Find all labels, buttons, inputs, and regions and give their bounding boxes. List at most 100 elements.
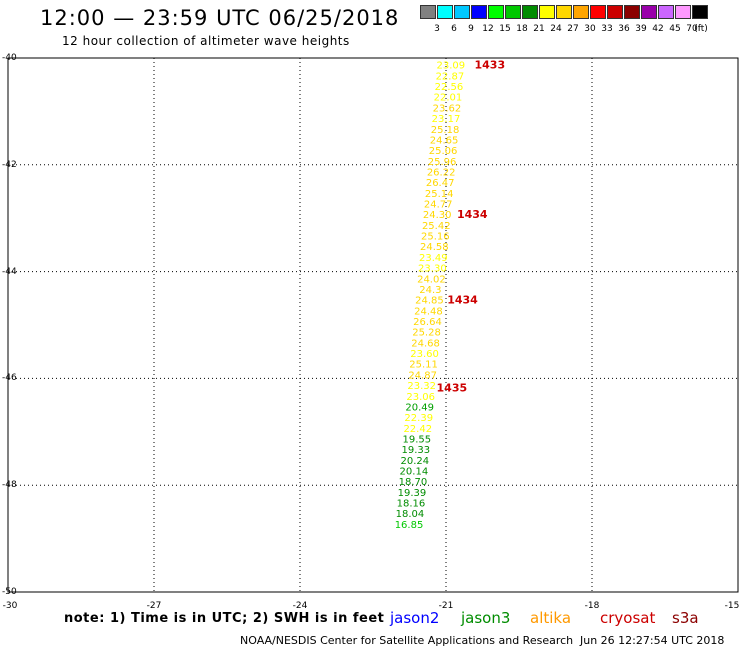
wave-height-value: 20.14 bbox=[400, 467, 429, 478]
pass-time-label: 1433 bbox=[474, 59, 505, 72]
legend-swatch bbox=[420, 5, 436, 19]
latitude-tick-label: -42 bbox=[2, 159, 17, 170]
legend-swatch bbox=[454, 5, 470, 19]
credit-text: NOAA/NESDIS Center for Satellite Applica… bbox=[240, 634, 574, 647]
longitude-tick-label: -30 bbox=[2, 601, 18, 611]
wave-height-value: 26.64 bbox=[413, 317, 442, 328]
legend-bin-label: 42 bbox=[652, 24, 664, 34]
legend-bin-label: 36 bbox=[618, 24, 630, 34]
longitude-tick-label: -21 bbox=[438, 601, 454, 611]
legend-swatch bbox=[675, 5, 691, 19]
legend-swatch bbox=[437, 5, 453, 19]
legend-bin-label: 3 bbox=[434, 24, 440, 34]
legend-bin-label: 9 bbox=[468, 24, 474, 34]
wave-height-value: 22.56 bbox=[435, 82, 464, 93]
legend-bin-label: 27 bbox=[567, 24, 579, 34]
pass-time-label: 1435 bbox=[437, 382, 468, 395]
wave-height-value: 23.32 bbox=[407, 381, 436, 392]
latitude-tick-label: -50 bbox=[2, 587, 17, 597]
wave-height-value: 23.17 bbox=[432, 114, 461, 125]
wave-height-value: 22.01 bbox=[434, 93, 463, 104]
wave-height-value: 23.49 bbox=[419, 253, 448, 264]
latitude-tick-label: -46 bbox=[2, 373, 17, 384]
legend-unit-label: (ft) bbox=[694, 24, 708, 34]
wave-height-value: 23.60 bbox=[410, 349, 439, 360]
wave-height-value: 23.30 bbox=[418, 264, 447, 275]
wave-height-value: 25.11 bbox=[409, 360, 438, 371]
wave-height-value: 24.3 bbox=[419, 285, 441, 296]
legend-bin-label: 21 bbox=[533, 24, 545, 34]
wave-height-value: 25.14 bbox=[425, 189, 454, 200]
latitude-tick-label: -48 bbox=[2, 480, 17, 491]
latitude-tick-label: -44 bbox=[2, 266, 17, 277]
wave-height-value: 22.42 bbox=[403, 424, 432, 435]
wave-height-value: 25.18 bbox=[431, 125, 460, 136]
wave-height-value: 16.85 bbox=[395, 520, 424, 531]
legend-bin-label: 33 bbox=[601, 24, 613, 34]
legend-swatch bbox=[641, 5, 657, 19]
latitude-tick-label: -40 bbox=[2, 53, 17, 63]
legend-swatch bbox=[505, 5, 521, 19]
wave-height-value: 18.04 bbox=[396, 509, 425, 520]
satellite-label-jason2: jason2 bbox=[390, 609, 440, 627]
wave-height-value: 23.06 bbox=[406, 392, 435, 403]
wave-height-value: 18.70 bbox=[399, 477, 428, 488]
wave-height-value: 24.30 bbox=[423, 210, 452, 221]
wave-height-value: 25.06 bbox=[429, 146, 458, 157]
longitude-tick-label: -18 bbox=[584, 601, 600, 611]
legend-swatch bbox=[488, 5, 504, 19]
legend-bin-label: 18 bbox=[516, 24, 528, 34]
wave-height-value: 24.65 bbox=[430, 135, 459, 146]
wave-height-value: 25.42 bbox=[422, 221, 451, 232]
legend-swatch bbox=[692, 5, 708, 19]
legend-bin-label: 39 bbox=[635, 24, 647, 34]
satellite-label-cryosat: cryosat bbox=[600, 609, 656, 627]
wave-height-value: 24.02 bbox=[417, 274, 446, 285]
wave-height-value: 24.77 bbox=[424, 200, 453, 211]
legend-bin-label: 15 bbox=[499, 24, 511, 34]
legend-bin-label: 12 bbox=[482, 24, 494, 34]
wave-height-value: 24.68 bbox=[411, 338, 440, 349]
wave-height-value: 26.47 bbox=[426, 178, 455, 189]
legend-swatch bbox=[573, 5, 589, 19]
legend-swatch bbox=[539, 5, 555, 19]
longitude-tick-label: -15 bbox=[724, 601, 740, 611]
legend-swatch bbox=[522, 5, 538, 19]
legend-bin-label: 45 bbox=[669, 24, 681, 34]
wave-height-value: 25.96 bbox=[428, 157, 457, 168]
footer-note: note: 1) Time is in UTC; 2) SWH is in fe… bbox=[64, 611, 385, 626]
satellite-label-jason3: jason3 bbox=[461, 609, 511, 627]
wave-height-value: 24.85 bbox=[415, 296, 444, 307]
longitude-tick-label: -24 bbox=[292, 601, 308, 611]
legend-bin-label: 70 bbox=[686, 24, 698, 34]
legend-swatch bbox=[471, 5, 487, 19]
page-title: 12:00 — 23:59 UTC 06/25/2018 bbox=[40, 6, 400, 30]
wave-height-value: 23.09 bbox=[437, 61, 466, 72]
wave-height-value: 18.16 bbox=[397, 499, 426, 510]
wave-height-value: 26.22 bbox=[427, 167, 456, 178]
wave-height-value: 25.16 bbox=[421, 232, 450, 243]
generated-timestamp: Jun 26 12:27:54 UTC 2018 bbox=[580, 634, 725, 647]
wave-height-value: 24.48 bbox=[414, 306, 443, 317]
wave-height-value: 23.62 bbox=[433, 103, 462, 114]
satellite-label-s3a: s3a bbox=[672, 609, 699, 627]
wave-height-value: 20.49 bbox=[405, 402, 434, 413]
legend-swatch bbox=[607, 5, 623, 19]
wave-height-value: 19.39 bbox=[398, 488, 427, 499]
page-subtitle: 12 hour collection of altimeter wave hei… bbox=[62, 34, 350, 48]
map-frame bbox=[7, 57, 739, 593]
wave-height-value: 22.39 bbox=[404, 413, 433, 424]
pass-time-label: 1434 bbox=[447, 294, 478, 307]
wave-height-value: 20.24 bbox=[401, 456, 430, 467]
wave-height-value: 25.28 bbox=[412, 328, 441, 339]
pass-time-label: 1434 bbox=[457, 208, 488, 221]
legend-bin-label: 30 bbox=[584, 24, 596, 34]
longitude-tick-label: -27 bbox=[146, 601, 162, 611]
wave-height-value: 19.33 bbox=[402, 445, 431, 456]
legend-swatch bbox=[624, 5, 640, 19]
legend-swatch bbox=[658, 5, 674, 19]
legend-bin-label: 24 bbox=[550, 24, 562, 34]
wave-height-value: 24.58 bbox=[420, 242, 449, 253]
